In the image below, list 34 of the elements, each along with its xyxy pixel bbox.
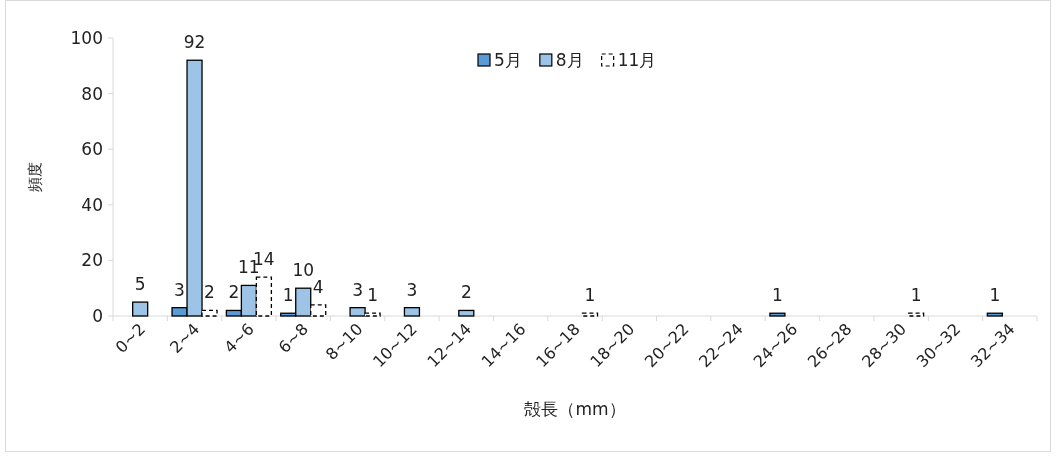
legend-label: 5月 (494, 50, 522, 70)
bar (458, 309, 475, 317)
y-tick-label: 100 (70, 28, 103, 48)
y-tick-label: 0 (92, 306, 103, 326)
data-label: 5 (134, 274, 146, 295)
bar (581, 312, 599, 317)
y-tick-label: 80 (81, 83, 103, 104)
data-label: 1 (989, 285, 1001, 306)
data-label: 2 (460, 282, 472, 303)
data-label: 1 (584, 285, 596, 306)
y-tick-label: 40 (81, 194, 103, 215)
data-label: 3 (406, 279, 418, 300)
data-label: 10 (292, 260, 315, 281)
data-label: 92 (183, 32, 206, 53)
y-axis-title: 頻度 (26, 162, 44, 192)
data-label: 4 (312, 276, 324, 297)
data-label: 1 (367, 285, 378, 306)
data-label: 3 (174, 279, 185, 300)
bar (403, 307, 421, 317)
y-tick-label: 60 (81, 139, 103, 160)
data-label: 3 (352, 279, 363, 300)
x-axis-title: 殻長（mm） (524, 399, 626, 419)
bar (132, 301, 149, 317)
data-label: 1 (772, 285, 783, 306)
bar (769, 312, 786, 317)
bar (907, 312, 925, 317)
data-label: 2 (228, 282, 240, 303)
data-label: 1 (910, 285, 922, 306)
bar (986, 312, 1003, 317)
data-label: 1 (282, 285, 294, 306)
y-tick-label: 20 (81, 250, 103, 271)
legend-label: 8月 (555, 50, 584, 70)
legend-label: 11月 (617, 50, 657, 70)
data-label: 2 (204, 282, 215, 303)
